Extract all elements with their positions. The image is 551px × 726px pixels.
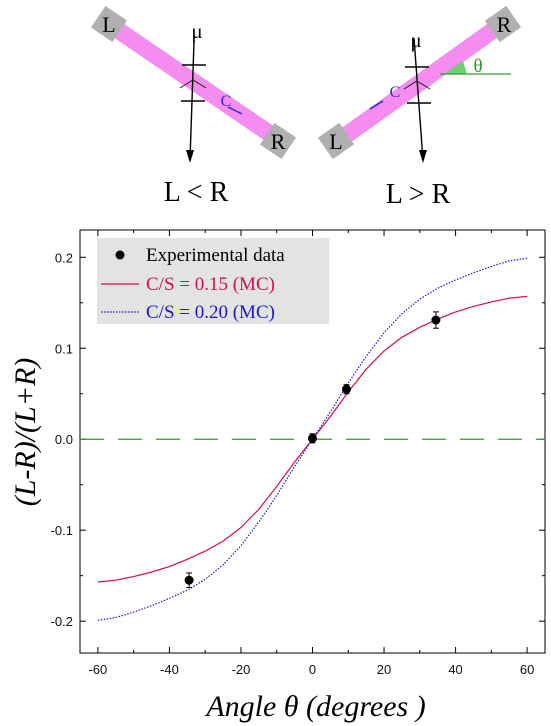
y-tick-label: 0.0 [55,432,73,447]
right-muon-arrow [419,150,427,163]
left-condition-label: L < R [164,177,229,208]
x-tick-label: 0 [309,662,316,677]
data-point [184,575,194,585]
right-end-cap-r [484,5,522,43]
legend-label-mc-015: C/S = 0.15 (MC) [146,274,275,295]
y-tick-label: -0.2 [51,614,73,629]
x-tick-label: -20 [232,662,251,677]
right-condition-label: L > R [386,179,451,210]
x-tick-label: 40 [448,662,462,677]
mc-020-curve [97,257,528,621]
right-scintillator-bar [333,19,504,148]
right-center-label: C [390,84,401,101]
right-diagram: L R θ μ C L > R [317,5,522,210]
right-c-arrow [369,100,384,110]
right-c-bracket [403,80,431,90]
left-end-cap-l [90,5,128,43]
data-point [308,433,317,443]
left-diagram: L R μ C L < R [90,5,297,208]
right-end-label-l: L [329,129,342,154]
angle-label: θ [473,56,482,77]
left-c-arrow [227,106,243,115]
left-c-bracket [179,79,207,89]
experimental-points-layer [184,311,441,589]
legend-marker-experimental [115,250,125,260]
left-muon-arrow [186,150,194,163]
y-tick-label: -0.1 [51,523,73,538]
legend-label-experimental: Experimental data [146,245,285,266]
right-end-cap-l [317,122,355,160]
legend-label-mc-020: C/S = 0.20 (MC) [146,302,275,323]
x-tick-label: 20 [377,662,391,677]
y-tick-label: 0.2 [55,250,73,265]
legend: Experimental data C/S = 0.15 (MC) C/S = … [97,238,329,324]
left-end-cap-r [259,122,297,160]
data-point [341,384,351,394]
angle-wedge-fill [444,61,467,74]
data-point [431,315,441,325]
right-end-label-r: R [497,12,512,37]
left-center-label: C [221,93,232,110]
y-axis-title: (L-R)/(L+R) [9,358,42,507]
x-tick-label: 60 [520,662,534,677]
x-tick-label: -60 [88,662,107,677]
left-scintillator-bar [107,18,281,146]
chart: -60 -40 -20 0 20 40 60 -0.2 -0.1 0.0 0.1 0.2 Experi… [9,229,546,723]
right-muon-track [413,37,424,161]
left-end-label-r: R [271,129,286,154]
x-axis-title: Angle θ (degrees ) [204,690,425,723]
tick-layer: -60 -40 -20 0 20 40 60 -0.2 -0.1 0.0 0.1 0.2 [51,230,545,677]
legend-box [97,238,329,324]
left-muon-label: μ [191,19,202,43]
right-muon-label: μ [410,28,421,52]
left-end-label-l: L [102,12,115,37]
x-tick-label: -40 [160,662,179,677]
y-tick-label: 0.1 [55,341,73,356]
